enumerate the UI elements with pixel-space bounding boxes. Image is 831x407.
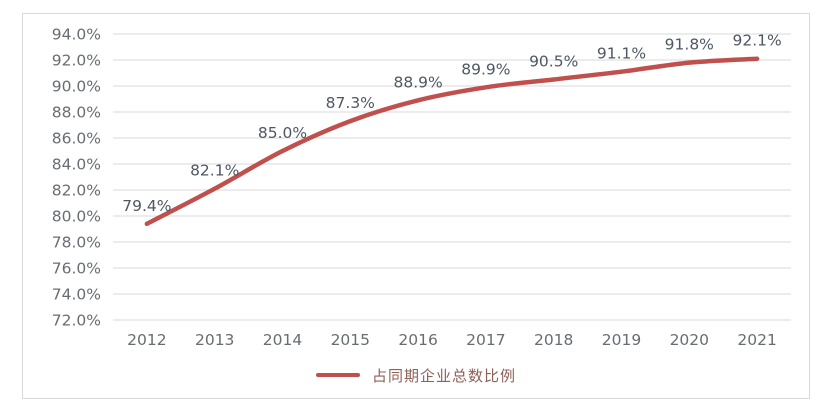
x-tick-label: 2012 <box>127 331 166 349</box>
data-label: 92.1% <box>732 32 781 50</box>
x-tick-label: 2014 <box>263 331 302 349</box>
data-label: 82.1% <box>190 162 239 180</box>
data-label: 88.9% <box>393 73 442 91</box>
y-tick-label: 88.0% <box>52 104 101 122</box>
x-tick-label: 2019 <box>602 331 641 349</box>
x-tick-label: 2018 <box>534 331 573 349</box>
y-tick-label: 94.0% <box>52 26 101 44</box>
y-tick-label: 92.0% <box>52 52 101 70</box>
y-tick-label: 86.0% <box>52 130 101 148</box>
x-tick-label: 2013 <box>195 331 234 349</box>
y-tick-label: 72.0% <box>52 312 101 330</box>
y-tick-label: 82.0% <box>52 182 101 200</box>
legend-line-swatch <box>315 373 360 377</box>
data-label: 89.9% <box>461 60 510 78</box>
y-tick-label: 78.0% <box>52 234 101 252</box>
legend-label: 占同期企业总数比例 <box>371 366 516 385</box>
x-tick-label: 2017 <box>466 331 505 349</box>
data-label: 85.0% <box>258 124 307 142</box>
data-label: 91.1% <box>597 45 646 63</box>
x-tick-label: 2020 <box>670 331 709 349</box>
y-tick-label: 90.0% <box>52 78 101 96</box>
x-tick-label: 2015 <box>331 331 370 349</box>
data-label: 87.3% <box>326 94 375 112</box>
x-tick-label: 2021 <box>737 331 776 349</box>
line-chart: 94.0% 92.0% 90.0% 88.0% 86.0% 84.0% 82.0% 80.0%… <box>22 13 810 399</box>
y-tick-label: 76.0% <box>52 260 101 278</box>
plot-area: 94.0% 92.0% 90.0% 88.0% 86.0% 84.0% 82.0% 80.0%… <box>52 26 791 349</box>
y-tick-label: 80.0% <box>52 208 101 226</box>
y-tick-label: 84.0% <box>52 156 101 174</box>
series-line <box>144 56 760 227</box>
data-label: 79.4% <box>122 197 171 215</box>
data-label: 90.5% <box>529 53 578 71</box>
x-tick-label: 2016 <box>398 331 437 349</box>
legend: 占同期企业总数比例 <box>23 358 809 398</box>
y-tick-label: 74.0% <box>52 286 101 304</box>
data-label: 91.8% <box>665 36 714 54</box>
